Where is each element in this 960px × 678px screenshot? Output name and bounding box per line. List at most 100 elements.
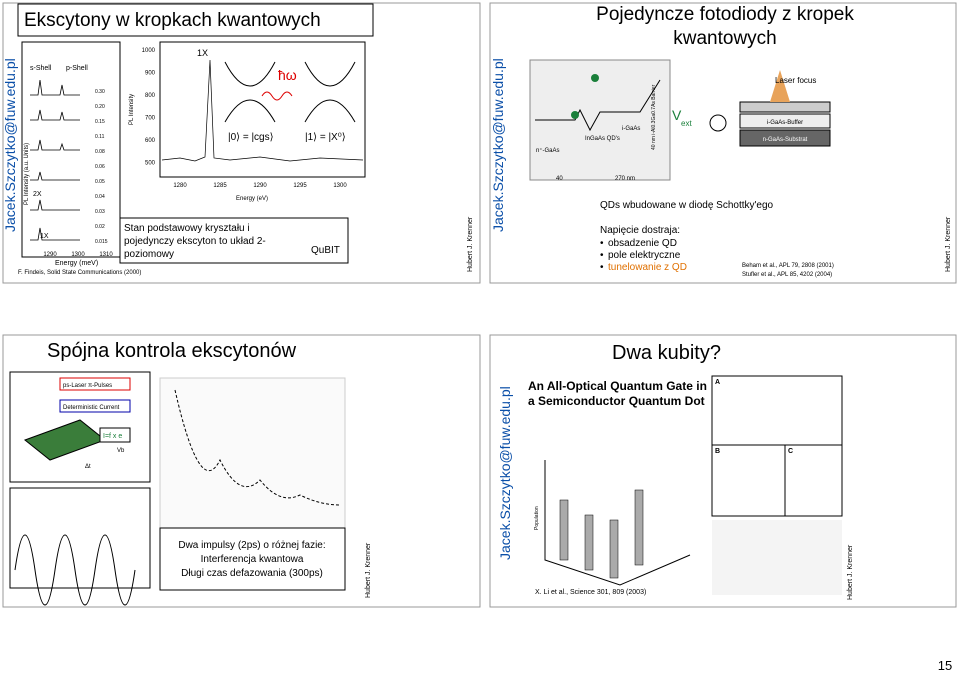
tick-label: 1310 <box>99 252 113 258</box>
bullet: obsadzenie QD <box>608 238 677 249</box>
label: Deterministic Current <box>63 405 120 411</box>
slide-title: Spójna kontrola ekscytonów <box>47 340 297 362</box>
label: 1X <box>197 48 208 58</box>
axis-label: Population <box>534 506 540 530</box>
tick-label: 1285 <box>213 183 227 189</box>
label: n⁺-GaAs <box>536 147 560 154</box>
tick-label: 1300 <box>71 252 85 258</box>
text: Długi czas defazowania (300ps) <box>181 568 323 579</box>
label: 0.02 <box>95 224 105 230</box>
label: i-GaAs <box>622 126 640 132</box>
label: p-Shell <box>66 65 88 72</box>
frames <box>2 2 957 608</box>
label: Vb <box>117 448 125 454</box>
bullet: tunelowanie z QD <box>608 262 687 273</box>
watermark: Jacek.Szczytko@fuw.edu.pl <box>2 58 18 232</box>
reference: X. Li et al., Science 301, 809 (2003) <box>535 589 646 596</box>
tick-label: 1295 <box>293 183 307 189</box>
author: Hubert J. Krenner <box>365 542 372 598</box>
page-number: 15 <box>938 658 952 673</box>
axis-label: Energy (meV) <box>55 260 98 267</box>
tick-label: 800 <box>145 93 156 99</box>
watermark: Jacek.Szczytko@fuw.edu.pl <box>490 58 506 232</box>
tick-label: 700 <box>145 116 156 122</box>
slide-title: Pojedyncze fotodiody z kropek <box>596 4 854 25</box>
label: I=f x e <box>103 433 122 440</box>
label: ext <box>681 119 692 128</box>
tick-label: 1290 <box>43 252 57 258</box>
slide-title: kwantowych <box>673 28 777 49</box>
label: Δt <box>85 464 91 470</box>
reference: F. Findeis, Solid State Communications (… <box>18 270 141 276</box>
heading: Napięcie dostraja: <box>600 225 680 236</box>
slide-title: Dwa kubity? <box>612 342 721 364</box>
author: Hubert J. Krenner <box>847 544 854 600</box>
paper-header <box>520 372 710 442</box>
tick-label: 1300 <box>333 183 347 189</box>
reference: Beham et al., APL 79, 2808 (2001) <box>742 263 834 269</box>
label: ħω <box>278 67 297 83</box>
label: V <box>672 107 682 123</box>
text: Dwa impulsy (2ps) o różnej fazie: <box>178 540 325 551</box>
text-box <box>119 217 349 264</box>
axis-label: PL Intensity (a.u. Units) <box>24 143 30 205</box>
label: Laser focus <box>775 76 816 85</box>
label: 0.08 <box>95 149 105 155</box>
tick-label: 1280 <box>173 183 187 189</box>
label: B <box>715 448 720 455</box>
label: QuBIT <box>311 245 340 256</box>
label: |0⟩ = |cgs⟩ <box>228 132 274 143</box>
device-figure <box>9 371 346 606</box>
label: 1X <box>40 233 49 240</box>
spectrum <box>159 41 366 178</box>
label: 0.015 <box>95 239 108 245</box>
author: Hubert J. Krenner <box>467 216 474 272</box>
reference: Stufler et al., APL 85, 4202 (2004) <box>742 272 832 278</box>
label: 2X <box>33 191 42 198</box>
band-diagram <box>529 59 831 181</box>
paper-title: An All-Optical Quantum Gate in <box>528 379 707 393</box>
bullet: pole elektryczne <box>608 250 681 261</box>
label: 0.15 <box>95 119 105 125</box>
label: ps-Laser π-Pulses <box>63 383 112 389</box>
tick-label: 900 <box>145 71 156 77</box>
label: InGaAs QD's <box>585 136 620 142</box>
bullet-mark: • <box>600 262 604 273</box>
label: 270 nm <box>615 176 635 182</box>
tick-label: 1000 <box>142 48 156 54</box>
axis-label: PL Intensity <box>129 94 135 125</box>
slide-title: Ekscytony w kropkach kwantowych <box>24 10 321 31</box>
label: 0.05 <box>95 179 105 185</box>
label: 40 nm i-Al0.3Ga0.7As Barrier <box>651 84 657 150</box>
label: s-Shell <box>30 65 52 72</box>
bar-figure <box>544 375 843 595</box>
level-diagram <box>224 61 356 123</box>
label: 0.20 <box>95 104 105 110</box>
label: 0.30 <box>95 89 105 95</box>
text: Interferencja kwantowa <box>201 554 304 565</box>
title-box <box>17 3 374 37</box>
tick-label: 1290 <box>253 183 267 189</box>
paper-title: a Semiconductor Quantum Dot <box>528 394 705 408</box>
label: A <box>715 379 720 386</box>
label: i-GaAs-Buffer <box>767 120 803 126</box>
label: 0.04 <box>95 194 105 200</box>
tick-label: 500 <box>145 161 156 167</box>
label: 0.11 <box>95 134 105 140</box>
axis-label: Energy (eV) <box>236 196 268 202</box>
tick-label: 600 <box>145 138 156 144</box>
caption: QDs wbudowane w diodę Schottky'ego <box>600 200 774 211</box>
text: Stan podstawowy kryształu i pojedynczy e… <box>124 223 266 260</box>
label: |1⟩ = |X⁰⟩ <box>305 132 346 143</box>
bullet-mark: • <box>600 250 604 261</box>
bullet-mark: • <box>600 238 604 249</box>
left-panel <box>21 41 121 258</box>
body-text: Stan podstawowy kryształu i pojedynczy e… <box>124 223 266 260</box>
label: 0.06 <box>95 164 105 170</box>
author: Hubert J. Krenner <box>945 216 952 272</box>
label: 0.03 <box>95 209 105 215</box>
watermark: Jacek.Szczytko@fuw.edu.pl <box>497 386 513 560</box>
label: 40 <box>556 176 563 182</box>
label: C <box>788 448 793 455</box>
